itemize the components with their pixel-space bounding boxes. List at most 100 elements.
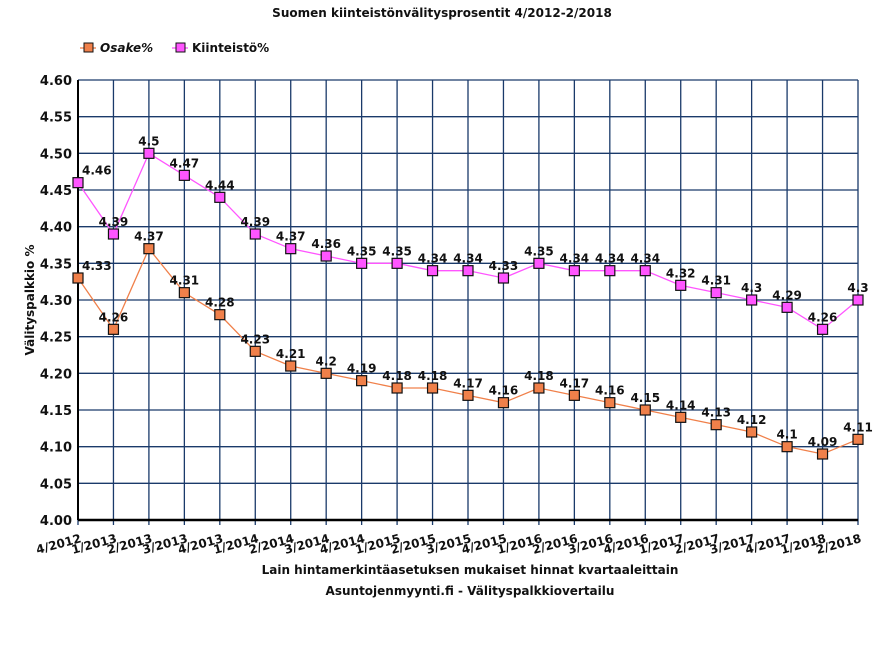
data-point	[72, 177, 84, 189]
data-point	[497, 397, 510, 409]
data-label: 4.31	[701, 274, 731, 288]
data-label: 4.18	[418, 369, 448, 383]
data-point	[604, 265, 616, 277]
data-point	[533, 257, 545, 269]
data-point	[285, 243, 297, 255]
data-point	[72, 272, 84, 284]
data-point	[107, 323, 120, 335]
data-point	[356, 257, 368, 269]
data-label: 4.32	[666, 266, 696, 280]
data-label: 4.33	[82, 259, 112, 273]
chart-title: Suomen kiinteistönvälitysprosentit 4/201…	[272, 6, 612, 20]
data-point	[639, 265, 651, 277]
data-label: 4.16	[489, 384, 519, 398]
data-point	[852, 433, 864, 445]
data-point	[746, 294, 758, 306]
data-label: 4.19	[347, 362, 377, 376]
data-point	[178, 169, 190, 181]
data-point	[249, 228, 261, 240]
legend-label: Osake%	[100, 41, 153, 55]
legend-marker	[175, 42, 186, 53]
data-label: 4.47	[170, 156, 200, 170]
y-tick-label: 4.25	[40, 331, 72, 346]
data-point	[214, 309, 226, 321]
data-point	[710, 287, 722, 299]
data-label: 4.34	[418, 252, 448, 266]
data-point	[426, 382, 439, 394]
data-point	[462, 265, 474, 277]
data-label: 4.37	[134, 230, 164, 244]
data-label: 4.18	[524, 369, 554, 383]
data-label: 4.39	[99, 215, 129, 229]
data-label: 4.46	[82, 164, 112, 178]
data-label: 4.14	[666, 398, 696, 412]
data-label: 4.34	[595, 252, 625, 266]
data-label: 4.31	[170, 274, 200, 288]
data-label: 4.44	[205, 178, 235, 192]
data-label: 4.3	[741, 281, 762, 295]
y-tick-label: 4.10	[40, 441, 72, 456]
data-label: 4.17	[560, 376, 590, 390]
data-point	[781, 301, 793, 313]
data-label: 4.28	[205, 296, 235, 310]
data-point	[143, 243, 155, 255]
y-tick-label: 4.35	[40, 257, 72, 272]
data-point	[568, 265, 580, 277]
data-point	[320, 367, 332, 379]
data-label: 4.09	[808, 435, 838, 449]
data-point	[107, 228, 120, 240]
data-point	[710, 419, 722, 431]
x-axis-label: Lain hintamerkintäasetuksen mukaiset hin…	[262, 563, 679, 577]
y-tick-label: 4.60	[40, 74, 72, 89]
data-label: 4.5	[138, 134, 159, 148]
data-point	[391, 382, 403, 394]
data-point	[781, 441, 793, 453]
data-point	[816, 448, 829, 460]
data-label: 4.18	[382, 369, 412, 383]
y-tick-label: 4.50	[40, 147, 72, 162]
data-label: 4.39	[240, 215, 270, 229]
data-point	[639, 404, 651, 416]
y-tick-label: 4.45	[40, 184, 72, 199]
data-point	[462, 389, 474, 401]
data-label: 4.2	[316, 354, 337, 368]
data-label: 4.1	[776, 428, 797, 442]
data-label: 4.23	[240, 332, 270, 346]
y-tick-label: 4.40	[40, 221, 72, 236]
data-point	[320, 250, 332, 262]
data-point	[604, 397, 616, 409]
data-label: 4.33	[489, 259, 519, 273]
data-label: 4.34	[630, 252, 660, 266]
data-point	[675, 411, 687, 423]
legend-marker	[83, 42, 94, 53]
y-tick-label: 4.55	[40, 111, 72, 126]
data-point	[497, 272, 510, 284]
data-label: 4.11	[843, 420, 873, 434]
data-label: 4.26	[99, 310, 129, 324]
data-label: 4.37	[276, 230, 306, 244]
y-tick-label: 4.20	[40, 367, 72, 382]
data-point	[675, 279, 687, 291]
data-point	[568, 389, 580, 401]
data-label: 4.35	[524, 244, 554, 258]
y-tick-label: 4.15	[40, 404, 72, 419]
data-label: 4.29	[772, 288, 802, 302]
chart-subtitle: Asuntojenmyynti.fi - Välityspalkkioverta…	[326, 584, 615, 598]
legend-label: Kiinteistö%	[192, 41, 269, 55]
y-tick-label: 4.00	[40, 514, 72, 529]
data-label: 4.34	[560, 252, 590, 266]
data-label: 4.15	[630, 391, 660, 405]
data-label: 4.13	[701, 406, 731, 420]
data-label: 4.34	[453, 252, 483, 266]
data-point	[249, 345, 261, 357]
y-axis-label: Välityspalkkio %	[23, 245, 37, 356]
data-point	[178, 287, 190, 299]
data-label: 4.36	[311, 237, 341, 251]
data-point	[391, 257, 403, 269]
data-label: 4.3	[847, 281, 868, 295]
data-point	[214, 191, 226, 203]
data-label: 4.16	[595, 384, 625, 398]
data-label: 4.35	[347, 244, 377, 258]
data-point	[285, 360, 297, 372]
